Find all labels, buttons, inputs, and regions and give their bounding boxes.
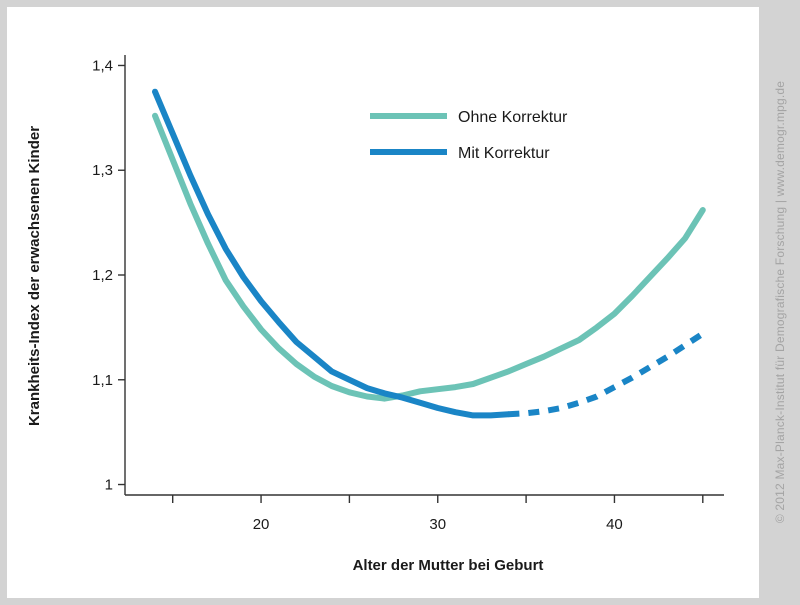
axes: 1 1,1 1,2 1,3 1,4 20 30 40 — [92, 55, 724, 533]
series-line-mit-korrektur-extrapolated — [508, 331, 705, 418]
y-tick-label: 1,3 — [92, 162, 113, 179]
x-tick-label: 30 — [429, 516, 446, 533]
y-tick-label: 1 — [105, 477, 113, 494]
chart-panel — [7, 7, 759, 598]
x-tick-label: 40 — [606, 516, 623, 533]
x-tick-label: 20 — [253, 516, 270, 533]
series-line-ohne-korrektur — [152, 112, 706, 402]
x-axis-label: Alter der Mutter bei Geburt — [353, 557, 544, 574]
legend: Ohne Korrektur Mit Korrektur — [370, 109, 568, 162]
copyright-credit: © 2012 Max-Planck-Institut für Demografi… — [773, 80, 787, 524]
y-tick-label: 1,4 — [92, 57, 113, 74]
y-tick-label: 1,2 — [92, 267, 113, 284]
series-line-mit-korrektur — [152, 88, 512, 419]
y-axis-label: Krankheits-Index der erwachsenen Kinder — [26, 126, 43, 426]
y-tick-label: 1,1 — [92, 372, 113, 389]
legend-label: Mit Korrektur — [458, 145, 550, 162]
legend-label: Ohne Korrektur — [458, 109, 568, 126]
plot-area — [152, 88, 706, 419]
